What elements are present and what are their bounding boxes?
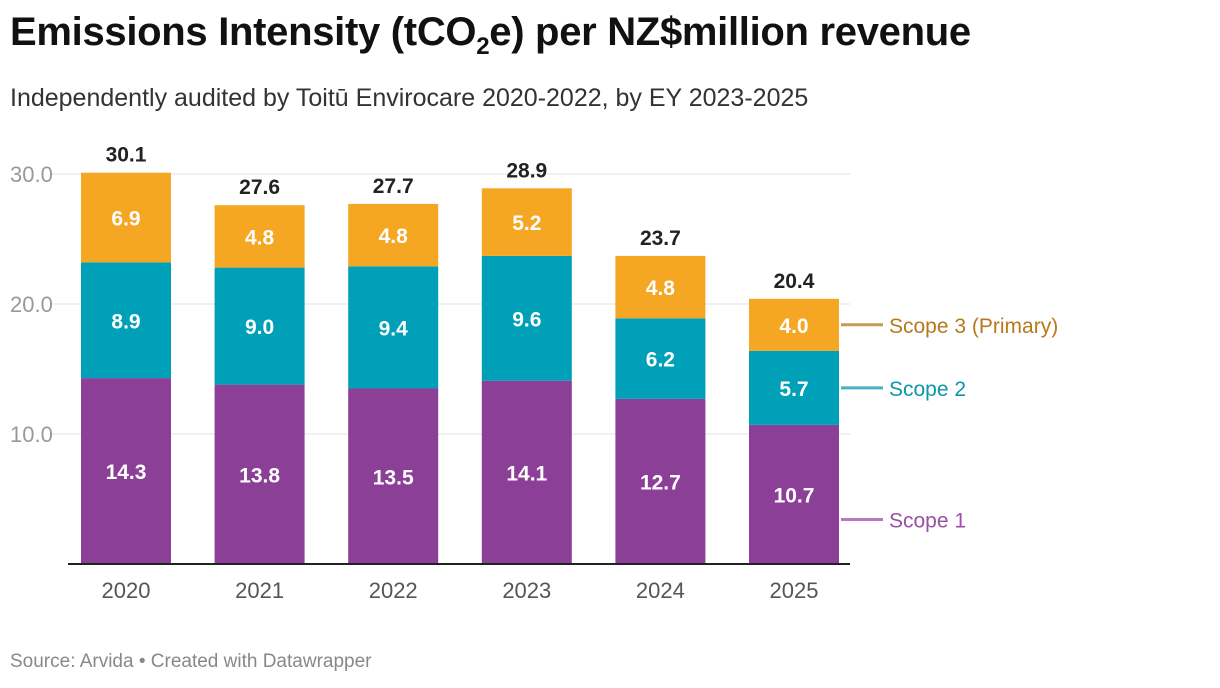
legend-label-scope3: Scope 3 (Primary) (889, 315, 1058, 338)
x-tick-label: 2025 (770, 578, 819, 603)
bar-segment-scope1 (214, 384, 305, 564)
bar-segment-scope3 (214, 205, 305, 268)
bar-segment-scope3 (348, 203, 439, 267)
y-tick-label: 30.0 (10, 162, 53, 187)
value-label-scope2: 9.0 (245, 316, 274, 339)
x-tick-label: 2021 (235, 578, 284, 603)
bar-segment-scope3 (749, 298, 839, 351)
bar-segment-scope2 (749, 350, 839, 425)
bar-segment-scope1 (615, 398, 706, 564)
total-label: 30.1 (106, 144, 147, 167)
x-tick-label: 2023 (502, 578, 551, 603)
title-main: Emissions Intensity (tCO (10, 10, 477, 54)
x-tick-label: 2024 (636, 578, 685, 603)
bar-segment-scope1 (481, 380, 572, 564)
value-label-scope2: 9.4 (379, 317, 409, 340)
bar-segment-scope1 (348, 388, 439, 564)
total-label: 28.9 (506, 159, 547, 182)
bar-segment-scope2 (615, 318, 706, 399)
bar-segment-scope3 (481, 188, 572, 256)
bar-segment-scope2 (81, 262, 171, 379)
bar-segment-scope1 (749, 424, 839, 564)
title-subscript: 2 (476, 33, 490, 60)
total-label: 20.4 (774, 270, 815, 293)
y-tick-label: 20.0 (10, 292, 53, 317)
value-label-scope1: 13.8 (239, 464, 280, 487)
total-label: 27.7 (373, 175, 414, 198)
bar-segment-scope2 (481, 255, 572, 381)
value-label-scope3: 6.9 (111, 208, 140, 231)
value-label-scope2: 6.2 (646, 349, 675, 372)
chart-subtitle: Independently audited by Toitū Envirocar… (10, 84, 809, 112)
value-label-scope3: 4.0 (779, 315, 808, 338)
value-label-scope3: 4.8 (245, 226, 275, 249)
value-label-scope3: 4.8 (379, 225, 409, 248)
value-label-scope2: 5.7 (779, 378, 808, 401)
value-label-scope1: 12.7 (640, 471, 681, 494)
legend-label-scope2: Scope 2 (889, 378, 966, 401)
bar-segment-scope1 (81, 378, 171, 564)
y-tick-label: 10.0 (10, 422, 53, 447)
source-footer: Source: Arvida • Created with Datawrappe… (10, 651, 372, 672)
total-label: 27.6 (239, 176, 280, 199)
x-tick-label: 2020 (102, 578, 151, 603)
legend-label-scope1: Scope 1 (889, 509, 966, 532)
value-label-scope1: 13.5 (373, 466, 414, 489)
value-label-scope2: 9.6 (512, 308, 541, 331)
value-label-scope1: 14.1 (506, 462, 547, 485)
total-label: 23.7 (640, 227, 681, 250)
title-tail: e) per NZ$million revenue (489, 10, 971, 54)
value-label-scope1: 14.3 (106, 461, 147, 484)
bar-segment-scope2 (214, 267, 305, 385)
x-tick-label: 2022 (369, 578, 418, 603)
value-label-scope3: 4.8 (646, 277, 676, 300)
value-label-scope1: 10.7 (774, 484, 815, 507)
bar-segment-scope3 (81, 172, 171, 263)
value-label-scope3: 5.2 (512, 212, 541, 235)
chart-title: Emissions Intensity (tCO2e) per NZ$milli… (10, 10, 971, 61)
bar-segment-scope2 (348, 266, 439, 389)
bar-segment-scope3 (615, 255, 706, 319)
value-label-scope2: 8.9 (111, 310, 140, 333)
